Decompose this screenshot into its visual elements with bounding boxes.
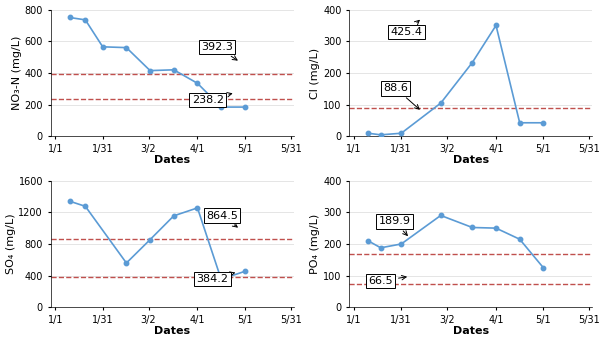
X-axis label: Dates: Dates <box>154 327 190 337</box>
X-axis label: Dates: Dates <box>154 156 190 166</box>
Y-axis label: PO₄ (mg/L): PO₄ (mg/L) <box>310 214 320 274</box>
Y-axis label: Cl (mg/L): Cl (mg/L) <box>310 48 320 98</box>
Text: 189.9: 189.9 <box>378 216 410 235</box>
Y-axis label: NO₃-N (mg/L): NO₃-N (mg/L) <box>12 36 22 110</box>
Text: 425.4: 425.4 <box>390 21 422 37</box>
Text: 392.3: 392.3 <box>201 42 237 60</box>
Text: 66.5: 66.5 <box>368 275 406 286</box>
Text: 238.2: 238.2 <box>191 93 231 105</box>
Text: 384.2: 384.2 <box>196 272 235 284</box>
Y-axis label: SO₄ (mg/L): SO₄ (mg/L) <box>5 214 16 274</box>
Text: 864.5: 864.5 <box>206 211 238 227</box>
Text: 88.6: 88.6 <box>383 83 419 109</box>
X-axis label: Dates: Dates <box>453 327 489 337</box>
X-axis label: Dates: Dates <box>453 156 489 166</box>
